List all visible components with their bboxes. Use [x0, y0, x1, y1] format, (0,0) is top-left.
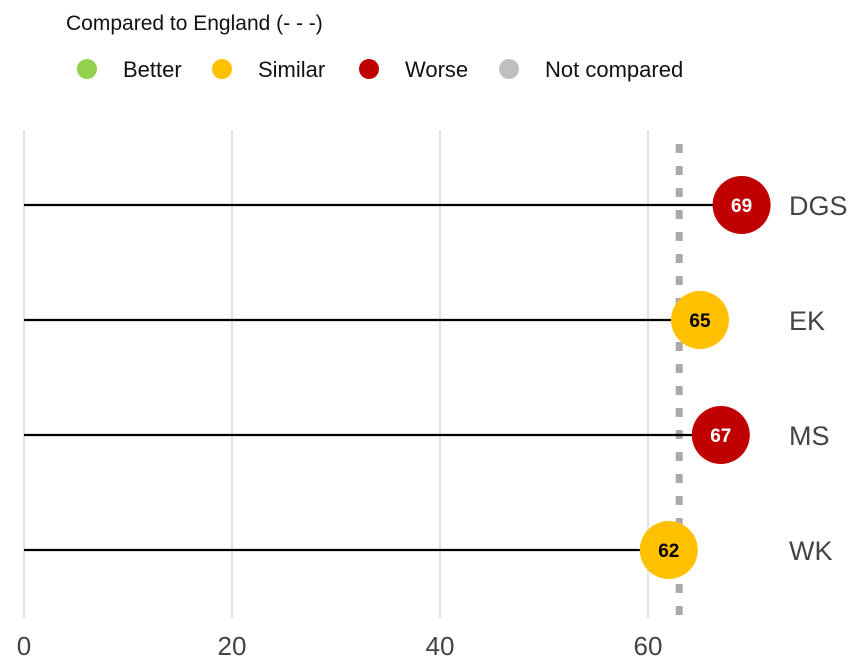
point-marker — [691, 406, 750, 464]
legend-swatch — [499, 59, 519, 79]
legend-item-not-compared: Not compared — [499, 57, 683, 82]
point-marker — [639, 521, 698, 579]
legend-swatch — [77, 59, 97, 79]
lollipop-stems — [24, 203, 742, 552]
legend-item-worse: Worse — [359, 57, 468, 82]
x-tick-label: 40 — [426, 631, 455, 661]
gridlines — [23, 130, 649, 618]
point-value-label: 67 — [710, 426, 731, 447]
category-labels: DGS EK MS WK — [789, 191, 848, 566]
category-label-wk: WK — [789, 536, 833, 566]
point-value-label: 65 — [689, 311, 711, 332]
legend-label: Better — [123, 57, 182, 82]
legend-label: Not compared — [545, 57, 683, 82]
legend-label: Worse — [405, 57, 468, 82]
point-marker — [712, 176, 771, 234]
legend-item-similar: Similar — [212, 57, 325, 82]
point-value-label: 69 — [731, 196, 752, 217]
x-tick-label: 20 — [218, 631, 247, 661]
category-label-dgs: DGS — [789, 191, 848, 221]
point-ms: 67 — [691, 406, 750, 464]
point-marker — [671, 291, 729, 349]
legend-swatch — [359, 59, 379, 79]
point-dgs: 69 — [712, 176, 771, 234]
legend: Compared to England (- - -) Better Simila… — [66, 12, 683, 82]
legend-swatch — [212, 59, 232, 79]
data-points: 69 65 67 62 — [639, 176, 771, 579]
point-ek: 65 — [671, 291, 729, 349]
legend-label: Similar — [258, 57, 325, 82]
legend-title: Compared to England (- - -) — [66, 12, 323, 35]
x-tick-label: 0 — [17, 631, 31, 661]
point-value-label: 62 — [658, 541, 679, 562]
x-axis-ticks: 0 20 40 60 — [17, 631, 663, 661]
legend-item-better: Better — [77, 57, 182, 82]
x-tick-label: 60 — [634, 631, 663, 661]
category-label-ek: EK — [789, 306, 825, 336]
category-label-ms: MS — [789, 421, 830, 451]
point-wk: 62 — [639, 521, 698, 579]
